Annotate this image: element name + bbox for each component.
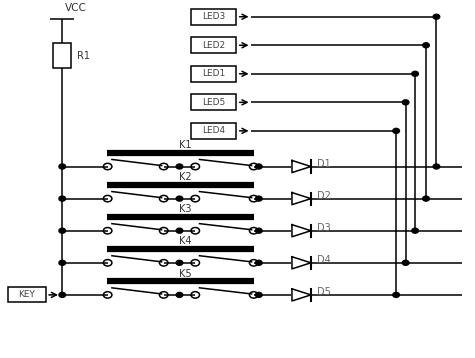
Polygon shape [292, 257, 311, 269]
Circle shape [423, 196, 429, 201]
Polygon shape [292, 193, 311, 205]
Bar [53, 43, 71, 68]
Circle shape [423, 43, 429, 48]
Circle shape [412, 228, 418, 233]
Text: KEY: KEY [19, 290, 35, 299]
Text: R1: R1 [77, 51, 90, 61]
Circle shape [393, 292, 399, 297]
Circle shape [59, 164, 66, 169]
Circle shape [59, 196, 66, 201]
Circle shape [59, 260, 66, 265]
Text: K1: K1 [179, 140, 191, 150]
Text: D5: D5 [317, 287, 331, 297]
Circle shape [176, 292, 183, 297]
Circle shape [393, 129, 399, 133]
Polygon shape [292, 225, 311, 237]
Circle shape [176, 260, 183, 265]
Text: K5: K5 [179, 268, 192, 279]
Bar [191, 37, 237, 53]
Circle shape [176, 164, 183, 169]
Circle shape [59, 228, 66, 233]
Circle shape [256, 164, 262, 169]
Bar [191, 66, 237, 82]
Text: VCC: VCC [65, 3, 86, 13]
Circle shape [412, 71, 418, 76]
Polygon shape [292, 160, 311, 173]
Bar [8, 287, 46, 303]
Circle shape [256, 292, 262, 297]
Bar [191, 94, 237, 110]
Text: LED5: LED5 [202, 98, 226, 107]
Circle shape [176, 228, 183, 233]
Text: D2: D2 [317, 191, 331, 201]
Circle shape [256, 260, 262, 265]
Circle shape [433, 14, 440, 19]
Text: D4: D4 [317, 255, 331, 265]
Bar [191, 123, 237, 139]
Circle shape [59, 292, 66, 297]
Text: D3: D3 [317, 223, 331, 233]
Bar [191, 9, 237, 25]
Polygon shape [292, 289, 311, 301]
Circle shape [433, 164, 440, 169]
Circle shape [402, 100, 409, 105]
Text: D1: D1 [317, 159, 331, 169]
Text: K3: K3 [179, 204, 191, 214]
Text: LED2: LED2 [202, 41, 225, 50]
Circle shape [256, 196, 262, 201]
Circle shape [176, 196, 183, 201]
Text: K2: K2 [179, 172, 192, 182]
Circle shape [256, 228, 262, 233]
Text: LED3: LED3 [202, 12, 226, 21]
Text: LED4: LED4 [202, 126, 225, 135]
Text: LED1: LED1 [202, 69, 226, 78]
Text: K4: K4 [179, 236, 191, 246]
Circle shape [402, 260, 409, 265]
